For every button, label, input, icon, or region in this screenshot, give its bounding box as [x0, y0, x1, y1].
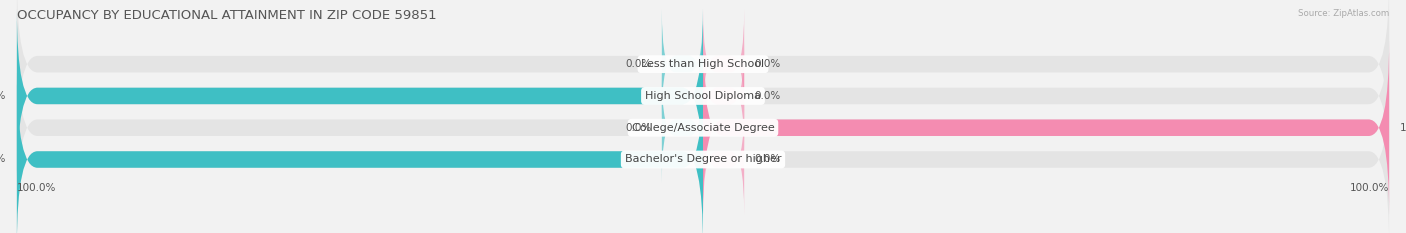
FancyBboxPatch shape	[662, 9, 703, 120]
FancyBboxPatch shape	[17, 9, 703, 183]
Text: 100.0%: 100.0%	[1350, 183, 1389, 193]
Text: 100.0%: 100.0%	[0, 154, 7, 164]
FancyBboxPatch shape	[17, 9, 1389, 183]
Text: 0.0%: 0.0%	[626, 123, 651, 133]
FancyBboxPatch shape	[17, 0, 1389, 151]
FancyBboxPatch shape	[662, 72, 703, 183]
Text: High School Diploma: High School Diploma	[645, 91, 761, 101]
Text: 0.0%: 0.0%	[755, 91, 780, 101]
Text: Less than High School: Less than High School	[641, 59, 765, 69]
FancyBboxPatch shape	[17, 72, 1389, 233]
Text: 100.0%: 100.0%	[0, 91, 7, 101]
FancyBboxPatch shape	[17, 41, 1389, 215]
Text: OCCUPANCY BY EDUCATIONAL ATTAINMENT IN ZIP CODE 59851: OCCUPANCY BY EDUCATIONAL ATTAINMENT IN Z…	[17, 9, 436, 22]
FancyBboxPatch shape	[703, 104, 744, 215]
Text: Source: ZipAtlas.com: Source: ZipAtlas.com	[1298, 9, 1389, 18]
FancyBboxPatch shape	[703, 9, 744, 120]
Text: 0.0%: 0.0%	[755, 59, 780, 69]
Text: Bachelor's Degree or higher: Bachelor's Degree or higher	[624, 154, 782, 164]
Text: College/Associate Degree: College/Associate Degree	[631, 123, 775, 133]
Text: 0.0%: 0.0%	[626, 59, 651, 69]
Text: 100.0%: 100.0%	[17, 183, 56, 193]
FancyBboxPatch shape	[703, 41, 1389, 215]
FancyBboxPatch shape	[17, 72, 703, 233]
Text: 0.0%: 0.0%	[755, 154, 780, 164]
FancyBboxPatch shape	[703, 41, 744, 151]
Text: 100.0%: 100.0%	[1399, 123, 1406, 133]
